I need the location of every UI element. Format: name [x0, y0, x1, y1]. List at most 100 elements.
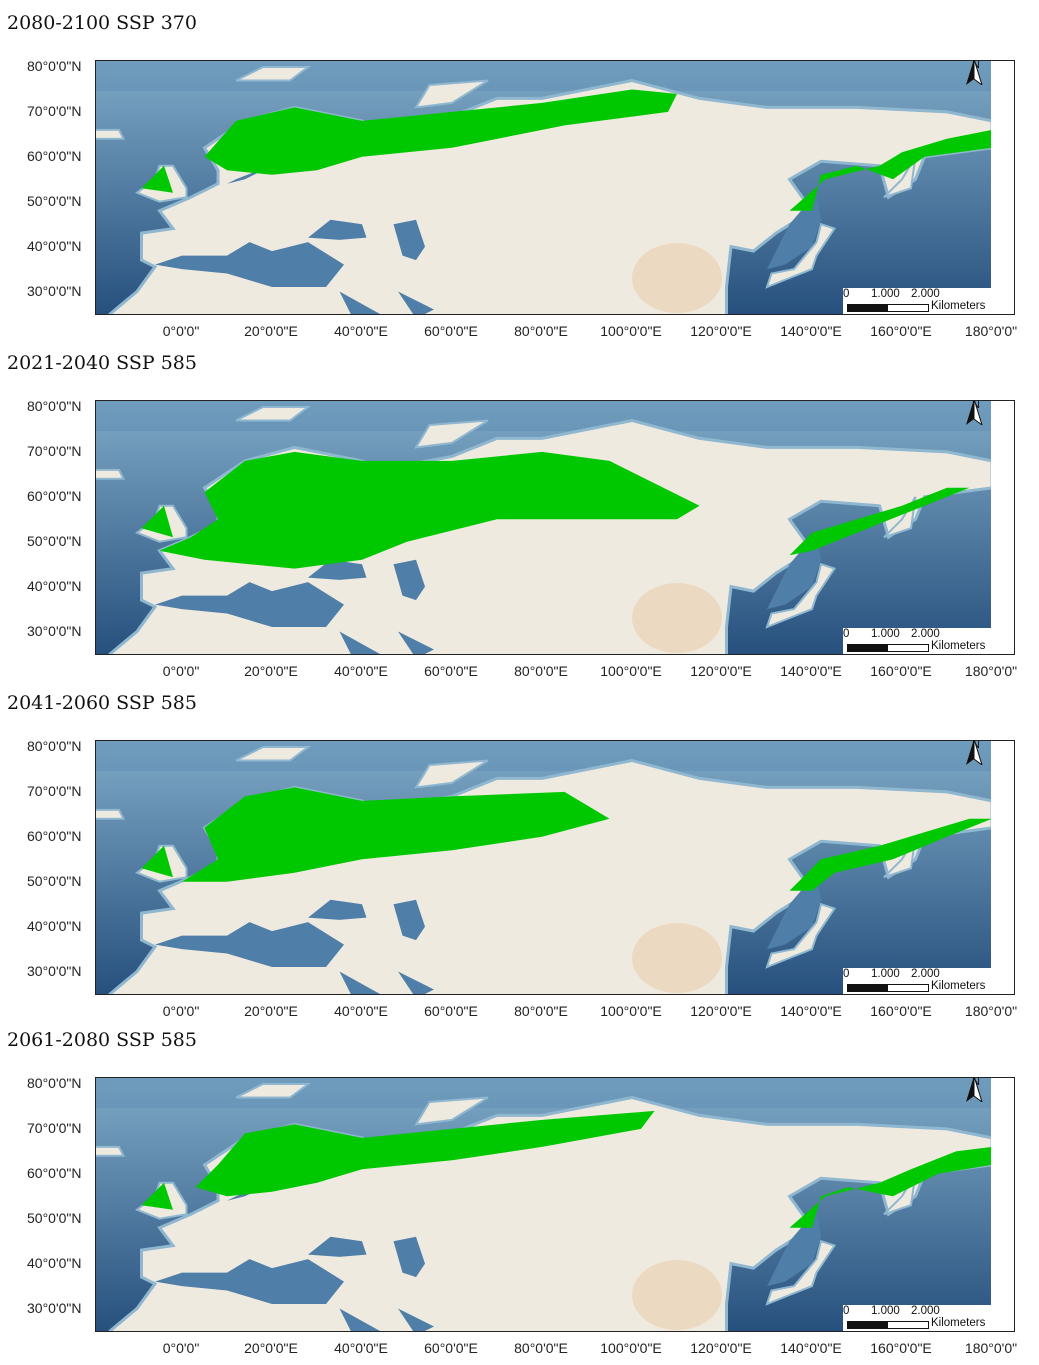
latitude-label: 40°0'0"N — [27, 1255, 82, 1271]
inland-sea — [767, 532, 821, 610]
map-margin — [991, 401, 1014, 654]
latitude-label: 50°0'0"N — [27, 1210, 82, 1226]
latitude-label: 30°0'0"N — [27, 283, 82, 299]
map-margin — [991, 1078, 1014, 1331]
island — [765, 222, 837, 289]
scale-bar-graphic — [847, 984, 929, 992]
suitable-habitat-area — [141, 845, 173, 878]
inland-sea — [393, 899, 425, 941]
latitude-label: 50°0'0"N — [27, 533, 82, 549]
latitude-label: 50°0'0"N — [27, 873, 82, 889]
longitude-label: 40°0'0"E — [334, 663, 388, 679]
arctic-ocean — [96, 741, 1014, 771]
map-canvas — [96, 1078, 1014, 1331]
map-panel: 2080-2100 SSP 370 N 0 1.000 2.000 Kilome… — [0, 0, 1039, 340]
scale-tick: 0 — [843, 628, 850, 640]
suitable-habitat-area — [141, 505, 173, 538]
longitude-label: 0°0'0" — [162, 663, 200, 679]
map-panel: 2061-2080 SSP 585 N 0 1.000 2.000 Kilome… — [0, 1017, 1039, 1357]
longitude-label: 60°0'0"E — [424, 663, 478, 679]
inland-sea — [767, 872, 821, 950]
inland-sea — [767, 192, 821, 270]
scale-unit: Kilometers — [931, 1317, 986, 1329]
inland-sea — [155, 922, 344, 967]
longitude-label: 40°0'0"E — [334, 323, 388, 339]
longitude-label: 100°0'0"E — [600, 663, 662, 679]
island — [414, 759, 489, 789]
map-frame: N 0 1.000 2.000 Kilometers — [95, 740, 1015, 995]
longitude-label: 140°0'0"E — [780, 663, 842, 679]
latitude-label: 40°0'0"N — [27, 918, 82, 934]
scale-unit: Kilometers — [931, 300, 986, 312]
latitude-label: 70°0'0"N — [27, 443, 82, 459]
longitude-label: 120°0'0"E — [690, 1340, 752, 1356]
scale-tick: 0 — [843, 1305, 850, 1317]
panel-title: 2021-2040 SSP 585 — [7, 352, 197, 374]
longitude-label: 80°0'0"E — [514, 1003, 568, 1019]
scale-tick: 0 — [843, 968, 850, 980]
inland-sea — [339, 291, 380, 314]
inland-sea — [393, 219, 425, 261]
map-margin — [991, 61, 1014, 314]
longitude-label: 120°0'0"E — [690, 323, 752, 339]
map-frame: N 0 1.000 2.000 Kilometers — [95, 1077, 1015, 1332]
island — [96, 128, 126, 140]
island — [235, 406, 311, 422]
inland-sea — [155, 1259, 344, 1304]
inland-sea — [398, 631, 434, 654]
map-frame: N 0 1.000 2.000 Kilometers — [95, 60, 1015, 315]
latitude-label: 80°0'0"N — [27, 738, 82, 754]
longitude-label: 100°0'0"E — [600, 323, 662, 339]
inland-sea — [339, 631, 380, 654]
longitude-label: 20°0'0"E — [244, 323, 298, 339]
island — [883, 496, 917, 539]
suitable-habitat-area — [789, 487, 970, 556]
north-arrow-icon: N — [964, 401, 988, 425]
latitude-label: 80°0'0"N — [27, 1075, 82, 1091]
suitable-habitat-area — [789, 129, 992, 211]
urban-density-area — [632, 923, 722, 994]
suitable-habitat-area — [141, 1182, 173, 1210]
island — [235, 66, 311, 82]
scale-tick: 1.000 — [871, 968, 900, 980]
longitude-label: 140°0'0"E — [780, 1003, 842, 1019]
panel-title: 2080-2100 SSP 370 — [7, 12, 197, 34]
scale-bar-graphic — [847, 304, 929, 312]
latitude-label: 30°0'0"N — [27, 623, 82, 639]
scale-tick: 1.000 — [871, 288, 900, 300]
longitude-label: 80°0'0"E — [514, 663, 568, 679]
north-arrow-icon: N — [964, 741, 988, 765]
scale-bar-graphic — [847, 1321, 929, 1329]
inland-sea — [308, 1236, 367, 1257]
scale-tick: 2.000 — [911, 288, 940, 300]
map-canvas — [96, 741, 1014, 994]
scale-tick: 1.000 — [871, 628, 900, 640]
longitude-label: 60°0'0"E — [424, 1340, 478, 1356]
latitude-label: 40°0'0"N — [27, 578, 82, 594]
island — [765, 1239, 837, 1306]
longitude-label: 80°0'0"E — [514, 323, 568, 339]
suitable-habitat-area — [204, 89, 677, 175]
latitude-label: 80°0'0"N — [27, 58, 82, 74]
scale-tick: 1.000 — [871, 1305, 900, 1317]
scale-tick: 2.000 — [911, 968, 940, 980]
latitude-label: 70°0'0"N — [27, 783, 82, 799]
map-canvas — [96, 401, 1014, 654]
inland-sea — [155, 242, 344, 287]
island — [235, 746, 311, 762]
scale-tick: 0 — [843, 288, 850, 300]
scale-bar-graphic — [847, 644, 929, 652]
map-canvas — [96, 61, 1014, 314]
longitude-label: 0°0'0" — [162, 1340, 200, 1356]
longitude-label: 100°0'0"E — [600, 1340, 662, 1356]
longitude-label: 180°0'0" — [964, 1003, 1018, 1019]
suitable-habitat-area — [159, 451, 700, 569]
latitude-label: 40°0'0"N — [27, 238, 82, 254]
latitude-label: 60°0'0"N — [27, 488, 82, 504]
island — [765, 902, 837, 969]
map-panel: 2021-2040 SSP 585 N 0 1.000 2.000 Kilome… — [0, 340, 1039, 680]
longitude-label: 140°0'0"E — [780, 323, 842, 339]
longitude-label: 20°0'0"E — [244, 1003, 298, 1019]
arctic-ocean — [96, 61, 1014, 91]
latitude-label: 70°0'0"N — [27, 103, 82, 119]
